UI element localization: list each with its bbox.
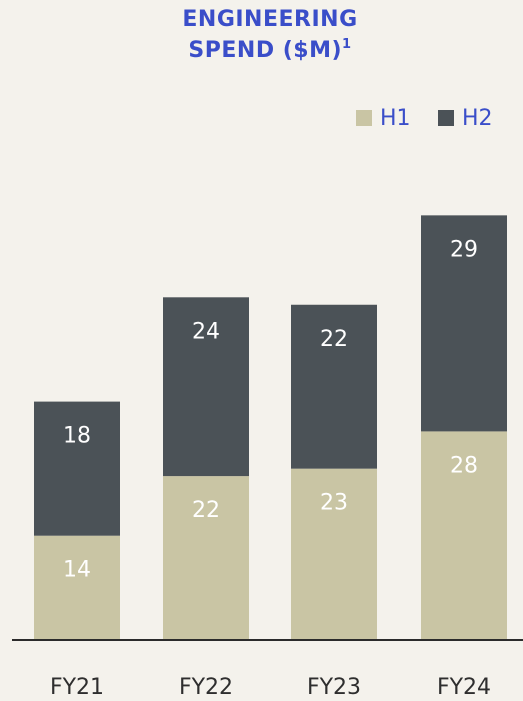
- value-label: 23: [320, 491, 348, 516]
- x-tick-label: FY22: [179, 675, 233, 700]
- bar-segment: [34, 535, 120, 640]
- bar-segment: [34, 401, 120, 536]
- value-label: 14: [63, 558, 91, 583]
- value-label: 28: [450, 453, 478, 478]
- chart-title: ENGINEERING SPEND ($M): [182, 7, 358, 63]
- title-footnote: 1: [342, 37, 352, 52]
- value-label: 18: [63, 424, 91, 449]
- x-tick-label: FY24: [437, 675, 491, 700]
- bar-segment: [163, 476, 249, 640]
- chart-title-block: ENGINEERING SPEND ($M)1: [150, 4, 390, 66]
- value-label: 24: [192, 319, 220, 344]
- bar-segment: [421, 215, 507, 432]
- x-tick-label: FY23: [307, 675, 361, 700]
- bar-segment: [291, 468, 377, 640]
- value-label: 22: [192, 498, 220, 523]
- bar-segment: [163, 297, 249, 477]
- bar-segment: [421, 431, 507, 640]
- legend-label: H1: [380, 106, 411, 131]
- legend-swatch: [356, 110, 372, 126]
- value-label: 22: [320, 327, 348, 352]
- legend-label: H2: [462, 106, 493, 131]
- x-tick-label: FY21: [50, 675, 104, 700]
- bar-segment: [291, 304, 377, 469]
- value-label: 29: [450, 237, 478, 262]
- legend-swatch: [438, 110, 454, 126]
